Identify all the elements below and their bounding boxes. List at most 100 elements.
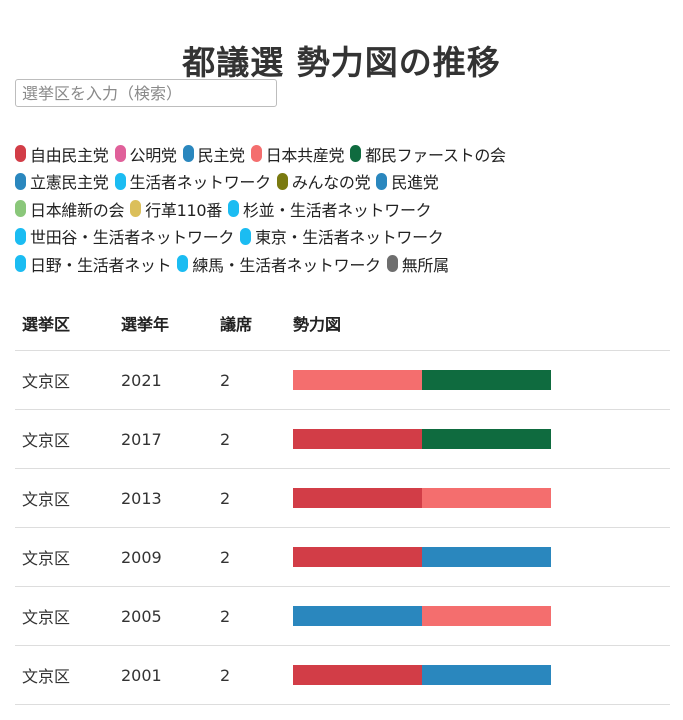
cell-seat-chart: [286, 586, 670, 646]
legend-label: 自由民主党: [30, 145, 109, 165]
legend-swatch: [350, 145, 362, 163]
legend-label: 日本共産党: [265, 145, 345, 165]
legend-item: 日本共産党: [250, 142, 345, 166]
cell-year: 2001: [114, 645, 213, 705]
search-input[interactable]: [15, 79, 277, 107]
legend-swatch: [227, 200, 239, 218]
legend-label: 立憲民主党: [30, 173, 109, 193]
column-header-district[interactable]: 選挙区: [15, 296, 114, 351]
table-row: 文京区 2017 2: [15, 409, 670, 469]
legend-item: 自由民主党: [15, 142, 109, 166]
seat-segment: [293, 606, 422, 626]
legend-item: 杉並・生活者ネットワーク: [227, 197, 432, 221]
legend-item: 世田谷・生活者ネットワーク: [15, 224, 234, 248]
legend-item: 東京・生活者ネットワーク: [240, 224, 444, 248]
table-row: 文京区 2013 2: [15, 468, 670, 528]
cell-district: 文京区: [15, 409, 114, 469]
seat-segment: [293, 488, 422, 508]
cell-seats: 2: [213, 527, 286, 587]
cell-district: 文京区: [15, 586, 114, 646]
cell-seat-chart: [286, 350, 670, 410]
legend-item: 行革110番: [130, 197, 222, 221]
seat-segment: [293, 547, 422, 567]
legend-swatch: [240, 227, 252, 245]
cell-district: 文京区: [15, 527, 114, 587]
column-header-seats[interactable]: 議席: [213, 296, 286, 351]
results-table: 選挙区 選挙年 議席 勢力図 文京区 2021 2 文京区 2017 2 文京区 2013 2 文…: [15, 296, 670, 705]
cell-seat-chart: [286, 645, 670, 705]
legend-label: 都民ファーストの会: [365, 145, 506, 165]
legend-swatch: [177, 255, 189, 273]
seat-segment: [422, 370, 551, 390]
legend-swatch: [250, 145, 262, 163]
legend-item: 民主党: [182, 142, 245, 166]
seat-segment: [422, 488, 551, 508]
legend-swatch: [15, 200, 26, 218]
seat-segment: [293, 429, 422, 449]
seat-segment: [293, 370, 422, 390]
legend-item: 無所属: [386, 252, 449, 276]
cell-seats: 2: [213, 645, 286, 705]
legend-swatch: [182, 145, 194, 163]
legend-label: 行革110番: [145, 200, 222, 220]
legend-swatch: [386, 255, 398, 273]
column-header-year[interactable]: 選挙年: [114, 296, 213, 351]
table-row: 文京区 2005 2: [15, 586, 670, 646]
seat-bar: [293, 665, 551, 685]
seat-bar: [293, 370, 551, 390]
seat-bar: [293, 547, 551, 567]
cell-seats: 2: [213, 350, 286, 410]
cell-seats: 2: [213, 409, 286, 469]
cell-year: 2021: [114, 350, 213, 410]
cell-district: 文京区: [15, 350, 114, 410]
legend-item: 都民ファーストの会: [350, 142, 506, 166]
seat-segment: [422, 665, 551, 685]
legend-row: 立憲民主党 生活者ネットワーク みんなの党 民進党: [15, 168, 675, 196]
legend-item: みんなの党: [276, 169, 371, 193]
legend-swatch: [15, 227, 26, 245]
legend-swatch: [276, 172, 288, 190]
legend-item: 日野・生活者ネット: [15, 252, 172, 276]
cell-seats: 2: [213, 468, 286, 528]
legend-label: 無所属: [401, 255, 449, 275]
page-title: 都議選 勢力図の推移: [182, 43, 501, 83]
party-legend: 自由民主党 公明党 民主党 日本共産党 都民ファーストの会 立憲民主党 生活者ネットワークみ…: [15, 140, 675, 278]
legend-label: 日本維新の会: [30, 200, 125, 220]
legend-row: 日野・生活者ネット 練馬・生活者ネットワーク 無所属: [15, 250, 675, 278]
cell-district: 文京区: [15, 468, 114, 528]
legend-item: 日本維新の会: [15, 197, 125, 221]
legend-label: 生活者ネットワーク: [129, 173, 272, 193]
cell-seat-chart: [286, 527, 670, 587]
legend-label: 世田谷・生活者ネットワーク: [30, 228, 235, 248]
legend-swatch: [15, 255, 26, 273]
legend-label: 杉並・生活者ネットワーク: [242, 200, 432, 220]
legend-label: 民進党: [391, 173, 439, 193]
column-header-chart: 勢力図: [286, 296, 670, 351]
seat-segment: [422, 606, 551, 626]
table-row: 文京区 2001 2: [15, 645, 670, 705]
legend-item: 民進党: [376, 169, 439, 193]
cell-seat-chart: [286, 409, 670, 469]
legend-row: 日本維新の会 行革110番 杉並・生活者ネットワーク: [15, 195, 675, 223]
cell-year: 2013: [114, 468, 213, 528]
seat-segment: [422, 547, 551, 567]
legend-label: 日野・生活者ネット: [30, 255, 172, 275]
legend-label: 練馬・生活者ネットワーク: [192, 255, 381, 275]
cell-district: 文京区: [15, 645, 114, 705]
legend-row: 自由民主党 公明党 民主党 日本共産党 都民ファーストの会: [15, 140, 675, 168]
cell-year: 2017: [114, 409, 213, 469]
seat-bar: [293, 488, 551, 508]
legend-swatch: [114, 145, 126, 163]
legend-item: 立憲民主党: [15, 169, 109, 193]
seat-bar: [293, 429, 551, 449]
legend-label: 東京・生活者ネットワーク: [255, 228, 444, 248]
table-row: 文京区 2009 2: [15, 527, 670, 587]
legend-item: 練馬・生活者ネットワーク: [177, 252, 381, 276]
legend-label: 公明党: [129, 145, 177, 165]
legend-swatch: [15, 172, 26, 190]
legend-item: 生活者ネットワーク: [114, 169, 272, 193]
cell-seats: 2: [213, 586, 286, 646]
table-row: 文京区 2021 2: [15, 350, 670, 410]
legend-label: みんなの党: [291, 173, 371, 193]
seat-segment: [422, 429, 551, 449]
